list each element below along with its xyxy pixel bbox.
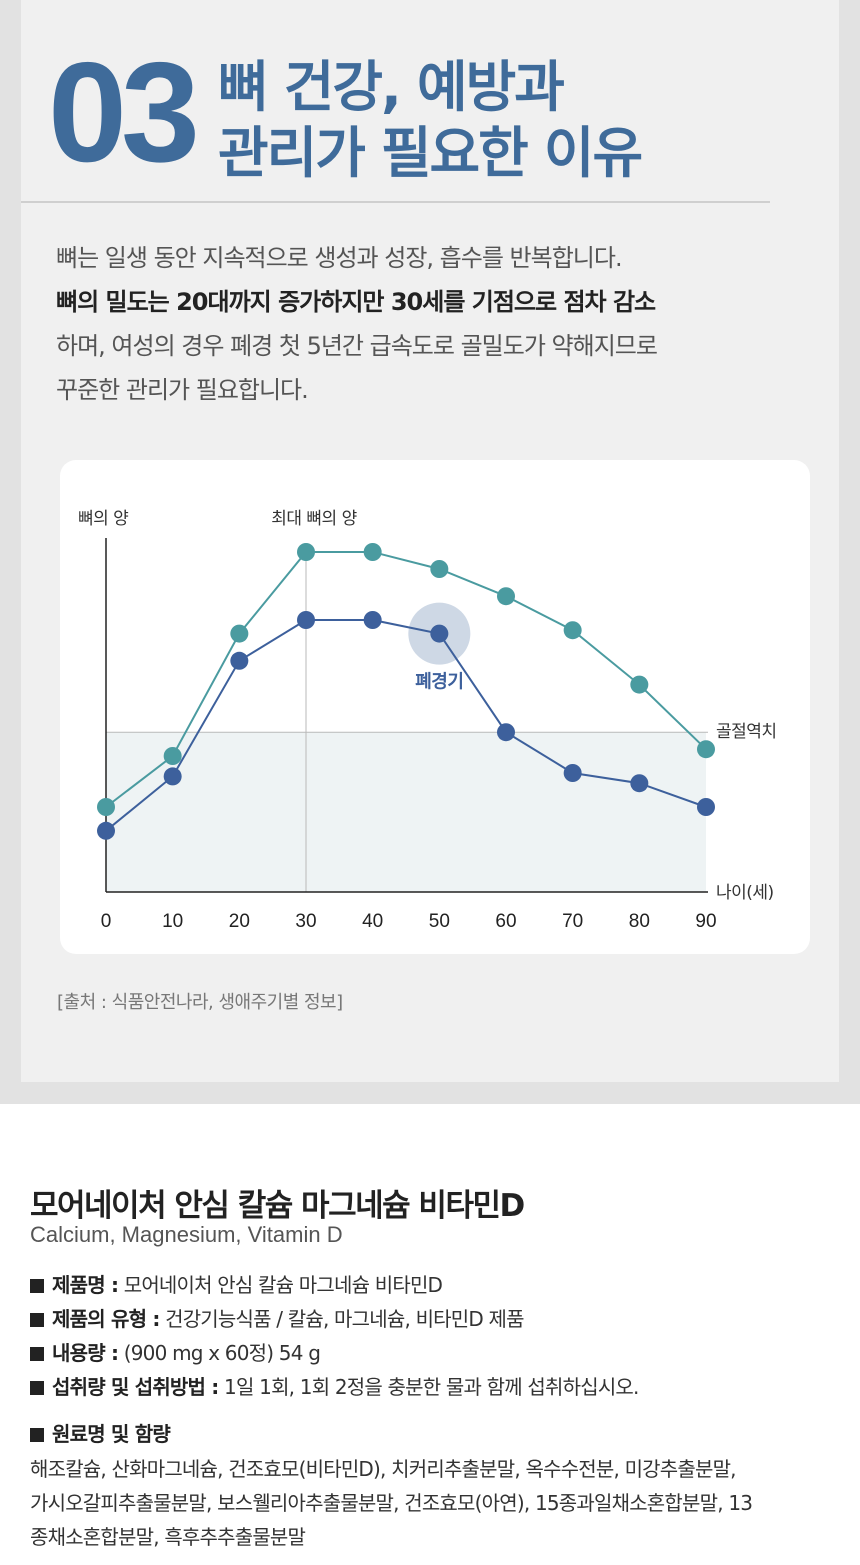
spec-value: 1일 1회, 1회 2정을 충분한 물과 함께 섭취하십시오. (218, 1375, 639, 1399)
spec-key: 섭취량 및 섭취방법 : (52, 1375, 219, 1399)
bullet-square-icon (30, 1313, 44, 1327)
intro-line: 하며, 여성의 경우 폐경 첫 5년간 급속도로 골밀도가 약해지므로 (56, 332, 658, 360)
data-point-lower (430, 624, 449, 643)
data-point-upper (363, 543, 382, 561)
threshold-label: 골절역치 (716, 722, 777, 742)
title-divider (21, 201, 770, 203)
spec-row-product-type: 제품의 유형 : 건강기능식품 / 칼슘, 마그네슘, 비타민D 제품 (30, 1302, 639, 1336)
fracture-zone-fill (106, 732, 706, 892)
ingredients-list: 해조칼슘, 산화마그네슘, 건조효모(비타민D), 치커리추출분말, 옥수수전분… (30, 1452, 840, 1554)
data-point-upper (230, 624, 249, 643)
data-point-lower (563, 764, 582, 782)
bullet-square-icon (30, 1428, 44, 1442)
menopause-label: 폐경기 (415, 672, 463, 693)
x-tick-label: 30 (295, 911, 316, 932)
x-tick-label: 70 (562, 911, 583, 932)
x-tick-label: 60 (495, 911, 516, 932)
product-title: 모어네이처 안심 칼슘 마그네슘 비타민D (30, 1188, 525, 1224)
intro-line: 뼈는 일생 동안 지속적으로 생성과 성장, 흡수를 반복합니다. (56, 244, 623, 272)
x-tick-label: 20 (229, 911, 250, 932)
data-point-lower (230, 651, 249, 670)
data-point-upper (430, 560, 449, 578)
spec-value: (900 mg x 60정) 54 g (118, 1341, 321, 1365)
data-point-lower (630, 774, 649, 793)
section-title-line2: 관리가 필요한 이유 (218, 121, 643, 185)
ingredients-title-text: 원료명 및 함량 (52, 1422, 171, 1446)
bullet-square-icon (30, 1279, 44, 1293)
bone-mass-chart-card: 0 10 20 30 40 50 60 70 80 90 뼈의 양 최대 뼈의 양 폐경기 골절역… (60, 460, 810, 954)
data-point-upper (630, 675, 649, 694)
section-number: 03 (48, 33, 200, 192)
spec-row-content: 내용량 : (900 mg x 60정) 54 g (30, 1336, 639, 1370)
data-point-lower (97, 821, 115, 840)
x-tick-label: 50 (429, 911, 450, 932)
spec-row-product-name: 제품명 : 모어네이처 안심 칼슘 마그네슘 비타민D (30, 1268, 639, 1302)
spec-key: 제품의 유형 : (52, 1307, 160, 1331)
data-point-upper (563, 621, 582, 640)
data-point-upper (497, 587, 515, 606)
product-subtitle: Calcium, Magnesium, Vitamin D (30, 1222, 343, 1247)
data-point-lower (297, 611, 315, 629)
spec-value: 건강기능식품 / 칼슘, 마그네슘, 비타민D 제품 (159, 1307, 524, 1331)
bullet-square-icon (30, 1381, 44, 1395)
intro-paragraph: 뼈는 일생 동안 지속적으로 생성과 성장, 흡수를 반복합니다. 뼈의 밀도는… (56, 236, 816, 412)
intro-line: 꾸준한 관리가 필요합니다. (56, 376, 309, 404)
spec-value: 모어네이처 안심 칼슘 마그네슘 비타민D (118, 1273, 443, 1297)
x-axis-label: 나이(세) (716, 883, 774, 903)
x-tick-label: 0 (101, 911, 112, 932)
data-point-upper (97, 798, 115, 816)
ingredients-line: 해조칼슘, 산화마그네슘, 건조효모(비타민D), 치커리추출분말, 옥수수전분… (30, 1457, 737, 1481)
spec-key: 제품명 : (52, 1273, 119, 1297)
data-point-lower (497, 723, 515, 742)
data-point-lower (697, 798, 715, 816)
ingredients-line: 종채소혼합분말, 흑후추추출물분말 (30, 1525, 306, 1549)
series-line-lower (105, 619, 707, 832)
x-tick-label: 40 (362, 911, 383, 932)
data-point-upper (163, 747, 182, 765)
series-line-upper (105, 551, 707, 808)
y-axis-label: 뼈의 양 (78, 509, 128, 529)
intro-line-bold: 뼈의 밀도는 20대까지 증가하지만 30세를 기점으로 점차 감소 (56, 288, 656, 316)
peak-label: 최대 뼈의 양 (271, 509, 357, 529)
ingredients-line: 가시오갈피추출물분말, 보스웰리아추출물분말, 건조효모(아연), 15종과일채… (30, 1491, 753, 1515)
data-point-lower (363, 611, 382, 629)
spec-key: 내용량 : (52, 1341, 119, 1365)
data-point-lower (163, 767, 182, 786)
x-tick-label: 80 (629, 911, 650, 932)
spec-row-dosage: 섭취량 및 섭취방법 : 1일 1회, 1회 2정을 충분한 물과 함께 섭취하… (30, 1370, 639, 1404)
x-tick-label: 10 (162, 911, 183, 932)
x-tick-label: 90 (695, 911, 716, 932)
product-spec-list: 제품명 : 모어네이처 안심 칼슘 마그네슘 비타민D 제품의 유형 : 건강기… (30, 1268, 639, 1404)
source-citation: [출처 : 식품안전나라, 생애주기별 정보] (57, 992, 343, 1013)
bullet-square-icon (30, 1347, 44, 1361)
bone-mass-chart: 0 10 20 30 40 50 60 70 80 90 뼈의 양 최대 뼈의 양 폐경기 골절역… (78, 509, 777, 932)
ingredients-title: 원료명 및 함량 (30, 1418, 171, 1447)
section-title-line1: 뼈 건강, 예방과 (218, 55, 565, 119)
data-point-upper (697, 740, 715, 759)
data-point-upper (297, 543, 315, 561)
